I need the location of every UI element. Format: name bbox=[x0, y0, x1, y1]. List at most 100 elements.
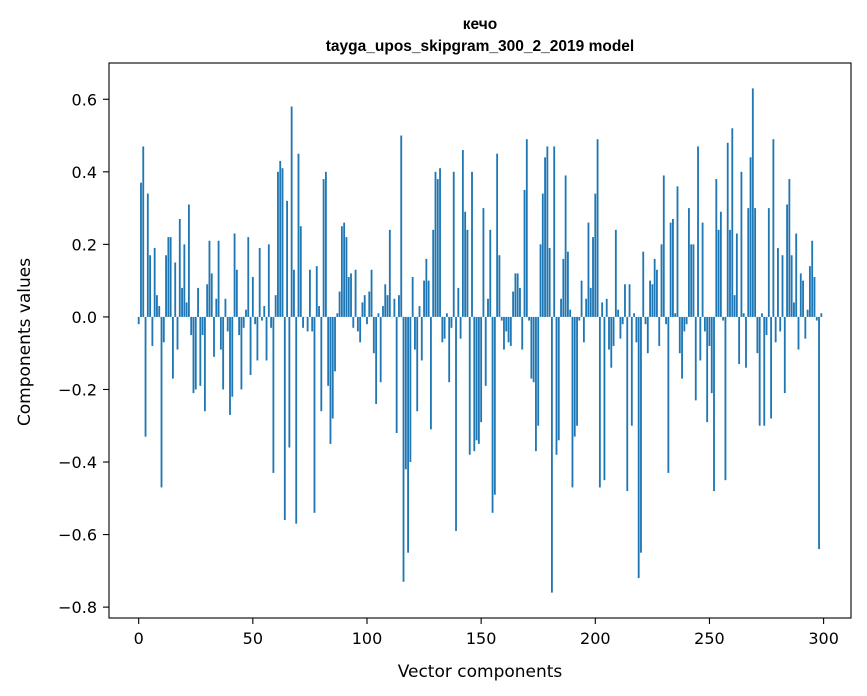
bar-41 bbox=[231, 316, 234, 397]
bar-188 bbox=[566, 251, 569, 317]
bar-276 bbox=[767, 208, 770, 317]
bar-151 bbox=[482, 208, 485, 317]
bar-278 bbox=[772, 139, 775, 317]
bar-256 bbox=[722, 316, 725, 321]
bar-77 bbox=[313, 316, 316, 513]
bar-167 bbox=[519, 287, 521, 317]
bar-91 bbox=[345, 237, 348, 317]
bar-274 bbox=[763, 316, 766, 426]
bar-95 bbox=[354, 269, 357, 317]
bar-110 bbox=[388, 229, 391, 317]
bar-84 bbox=[329, 316, 332, 444]
bar-27 bbox=[199, 316, 202, 386]
bar-169 bbox=[523, 189, 526, 317]
bar-58 bbox=[270, 316, 273, 328]
bar-149 bbox=[477, 316, 480, 444]
bar-246 bbox=[699, 316, 702, 361]
bar-92 bbox=[347, 277, 350, 317]
bar-236 bbox=[676, 186, 679, 317]
bar-187 bbox=[564, 175, 567, 317]
bar-122 bbox=[416, 316, 419, 412]
bar-184 bbox=[557, 316, 560, 441]
bar-107 bbox=[382, 306, 384, 317]
bar-240 bbox=[685, 316, 688, 325]
bar-25 bbox=[194, 316, 197, 390]
bar-115 bbox=[400, 135, 403, 317]
bar-60 bbox=[274, 295, 277, 317]
bar-263 bbox=[738, 316, 741, 365]
bar-158 bbox=[498, 255, 501, 317]
bar-237 bbox=[678, 316, 681, 354]
bar-120 bbox=[411, 277, 414, 317]
bar-215 bbox=[628, 284, 631, 317]
bar-145 bbox=[468, 316, 471, 455]
bar-288 bbox=[795, 233, 798, 317]
bar-195 bbox=[582, 316, 585, 343]
bar-254 bbox=[717, 229, 720, 317]
bar-298 bbox=[818, 316, 820, 550]
bar-259 bbox=[729, 229, 731, 317]
bar-162 bbox=[507, 316, 510, 343]
bar-37 bbox=[222, 316, 225, 390]
bar-65 bbox=[286, 200, 288, 317]
bar-22 bbox=[187, 204, 190, 317]
bar-213 bbox=[624, 284, 626, 317]
bar-62 bbox=[279, 160, 282, 317]
bar-207 bbox=[610, 316, 613, 368]
bar-208 bbox=[612, 316, 615, 346]
bar-244 bbox=[694, 316, 697, 401]
bar-166 bbox=[516, 273, 519, 317]
bar-180 bbox=[548, 248, 551, 317]
bar-197 bbox=[587, 222, 590, 317]
bar-4 bbox=[146, 193, 149, 317]
bar-147 bbox=[473, 316, 476, 452]
bar-81 bbox=[322, 179, 325, 317]
bar-155 bbox=[491, 316, 494, 513]
bar-137 bbox=[450, 316, 453, 328]
bar-140 bbox=[457, 287, 460, 317]
bar-261 bbox=[733, 295, 736, 317]
bar-26 bbox=[197, 287, 199, 317]
bar-239 bbox=[683, 316, 686, 332]
bar-88 bbox=[338, 291, 341, 317]
bar-74 bbox=[306, 316, 309, 332]
bar-183 bbox=[555, 316, 558, 455]
bar-72 bbox=[302, 316, 304, 328]
bar-44 bbox=[238, 316, 241, 336]
bar-14 bbox=[169, 237, 172, 317]
x-axis-ticks: 0 50 100 150 200 250 300 bbox=[134, 618, 839, 648]
bar-235 bbox=[674, 313, 677, 317]
bar-152 bbox=[484, 316, 487, 386]
chart-title: кечо bbox=[463, 16, 497, 33]
bar-200 bbox=[594, 193, 597, 317]
bar-93 bbox=[350, 273, 352, 317]
bar-10 bbox=[160, 316, 163, 488]
bar-225 bbox=[651, 284, 654, 317]
bar-174 bbox=[535, 316, 537, 452]
bar-296 bbox=[813, 277, 816, 317]
bar-161 bbox=[505, 316, 508, 332]
bar-129 bbox=[432, 229, 435, 317]
bar-233 bbox=[669, 222, 672, 317]
bar-181 bbox=[551, 316, 553, 593]
bar-173 bbox=[532, 316, 535, 383]
bar-79 bbox=[318, 306, 320, 317]
bar-59 bbox=[272, 316, 275, 473]
bar-118 bbox=[407, 316, 409, 553]
bar-35 bbox=[217, 240, 220, 317]
bar-99 bbox=[363, 295, 366, 317]
bar-282 bbox=[781, 255, 784, 317]
bar-202 bbox=[598, 316, 601, 488]
bar-211 bbox=[619, 316, 622, 339]
bar-9 bbox=[158, 306, 161, 317]
bar-297 bbox=[815, 316, 818, 321]
bar-12 bbox=[165, 255, 167, 317]
bar-90 bbox=[343, 222, 346, 317]
bar-97 bbox=[359, 316, 362, 343]
bar-170 bbox=[525, 139, 528, 317]
bar-104 bbox=[375, 316, 378, 404]
bar-248 bbox=[703, 316, 706, 332]
bar-112 bbox=[393, 298, 396, 317]
bar-150 bbox=[480, 316, 483, 423]
bar-30 bbox=[206, 284, 209, 317]
